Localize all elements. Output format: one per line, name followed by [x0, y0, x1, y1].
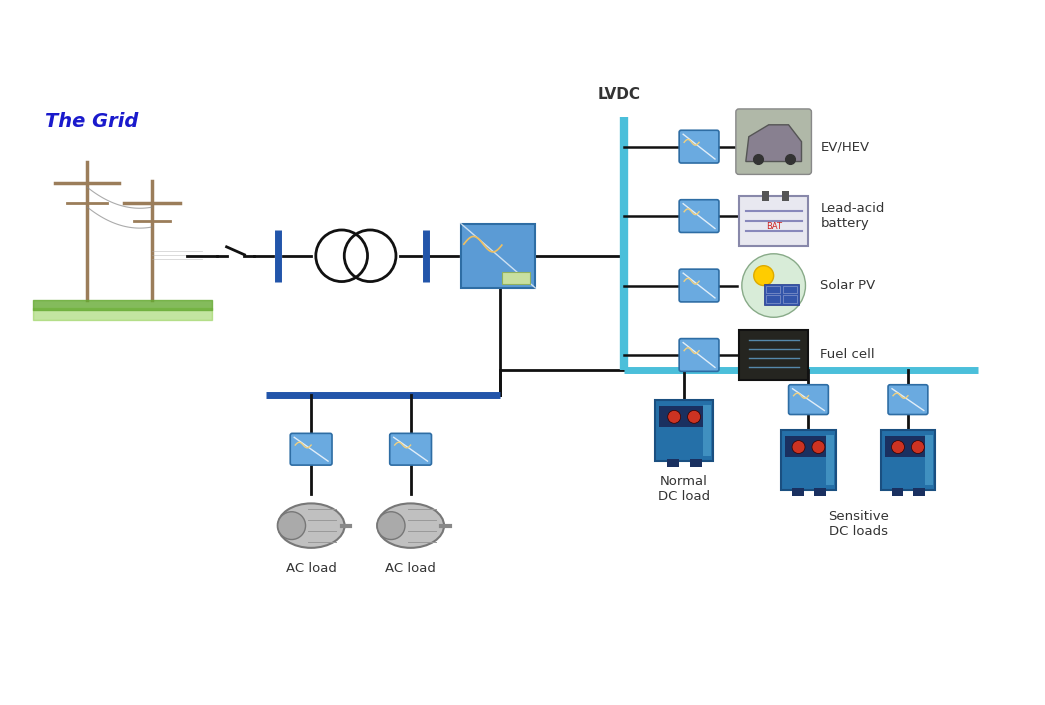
Bar — [766, 286, 780, 293]
Bar — [502, 272, 530, 284]
FancyBboxPatch shape — [655, 400, 713, 461]
Bar — [783, 286, 796, 293]
Text: Normal
DC load: Normal DC load — [658, 475, 711, 503]
Bar — [667, 459, 679, 467]
FancyBboxPatch shape — [789, 385, 829, 415]
Circle shape — [911, 441, 925, 453]
Text: Fuel cell: Fuel cell — [820, 348, 875, 362]
Bar — [461, 223, 535, 288]
FancyBboxPatch shape — [736, 109, 812, 174]
Ellipse shape — [278, 503, 345, 548]
Bar — [884, 436, 931, 457]
Bar — [783, 295, 796, 303]
FancyBboxPatch shape — [291, 434, 332, 465]
Bar — [826, 436, 834, 485]
Text: EV/HEV: EV/HEV — [820, 140, 869, 153]
Text: Sensitive
DC loads: Sensitive DC loads — [828, 510, 888, 538]
FancyBboxPatch shape — [679, 130, 719, 163]
Circle shape — [742, 254, 806, 317]
Bar — [764, 283, 798, 305]
Bar — [913, 488, 925, 496]
Text: LVDC: LVDC — [598, 87, 641, 102]
Circle shape — [688, 410, 700, 423]
Text: Lead-acid
battery: Lead-acid battery — [820, 202, 885, 230]
FancyBboxPatch shape — [781, 430, 836, 490]
Bar — [762, 191, 769, 201]
Bar — [792, 488, 804, 496]
FancyBboxPatch shape — [881, 430, 935, 490]
Bar — [925, 436, 933, 485]
FancyBboxPatch shape — [739, 196, 809, 246]
Circle shape — [891, 441, 905, 453]
FancyBboxPatch shape — [888, 385, 928, 415]
Text: BAT: BAT — [766, 221, 782, 231]
FancyBboxPatch shape — [679, 338, 719, 372]
Bar — [782, 191, 789, 201]
FancyBboxPatch shape — [679, 200, 719, 233]
Bar — [891, 488, 904, 496]
Circle shape — [668, 410, 680, 423]
Ellipse shape — [377, 503, 444, 548]
Bar — [766, 295, 780, 303]
Bar — [703, 405, 711, 456]
Text: The Grid: The Grid — [45, 112, 138, 131]
Text: Solar PV: Solar PV — [820, 279, 876, 292]
Bar — [659, 406, 709, 427]
FancyBboxPatch shape — [390, 434, 432, 465]
Polygon shape — [746, 125, 802, 161]
Circle shape — [377, 512, 405, 539]
Circle shape — [278, 512, 305, 539]
Text: AC load: AC load — [285, 562, 336, 575]
Bar — [785, 436, 832, 457]
Text: AC load: AC load — [386, 562, 436, 575]
Bar — [690, 459, 702, 467]
FancyBboxPatch shape — [739, 330, 809, 380]
FancyBboxPatch shape — [679, 269, 719, 302]
Circle shape — [753, 266, 773, 286]
Circle shape — [812, 441, 825, 453]
Circle shape — [792, 441, 805, 453]
Bar — [814, 488, 826, 496]
